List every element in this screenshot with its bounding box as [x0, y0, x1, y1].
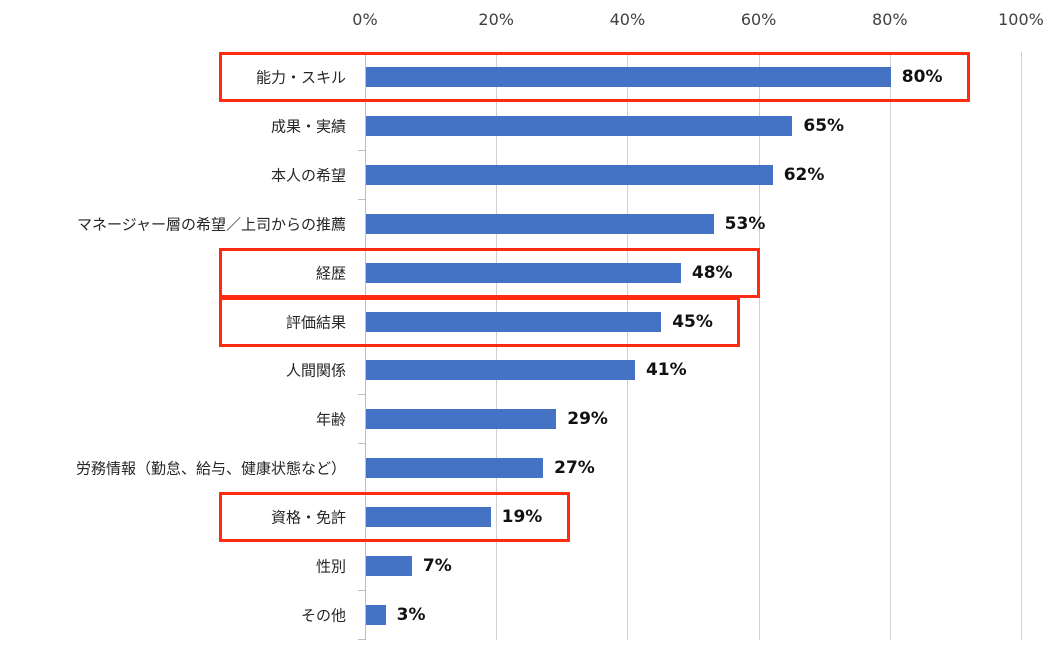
- bar: [366, 115, 793, 136]
- value-label: 41%: [645, 360, 687, 381]
- value-label: 27%: [554, 458, 595, 479]
- x-axis-tick-label: 100%: [998, 10, 1044, 29]
- y-axis-tick: [358, 443, 365, 445]
- value-label: 48%: [691, 262, 733, 283]
- category-label: 評価結果: [285, 313, 346, 331]
- value-label: 29%: [567, 409, 608, 430]
- y-axis-tick: [358, 638, 365, 640]
- value-label: 65%: [803, 115, 845, 136]
- y-axis-tick: [358, 198, 365, 200]
- y-axis-tick: [358, 394, 365, 396]
- bar: [366, 311, 662, 332]
- bar: [366, 262, 681, 283]
- category-label: 本人の希望: [270, 166, 346, 185]
- bar: [366, 360, 635, 381]
- value-label: 80%: [901, 67, 943, 87]
- value-label: 7%: [422, 556, 452, 576]
- gridline: [758, 52, 760, 640]
- value-label: 19%: [501, 507, 543, 528]
- y-axis-tick: [358, 589, 365, 591]
- bar: [366, 409, 557, 430]
- x-axis-tick-label: 20%: [478, 10, 514, 29]
- gridline: [889, 52, 891, 640]
- highlight-box: [219, 52, 970, 102]
- gridline: [1021, 52, 1022, 640]
- highlight-box: [219, 247, 760, 298]
- bar: [366, 67, 891, 87]
- x-axis-tick-label: 60%: [740, 10, 777, 29]
- bar: [366, 213, 714, 234]
- bar: [366, 507, 491, 528]
- category-label: マネージャー層の希望／上司からの推薦: [77, 215, 346, 234]
- category-label: 人間関係: [285, 361, 346, 380]
- bar: [366, 556, 412, 576]
- category-label: 能力・スキル: [255, 68, 346, 87]
- category-label: 成果・実績: [270, 117, 346, 136]
- category-label: 性別: [315, 557, 346, 576]
- bar: [366, 604, 386, 625]
- highlight-box: [219, 492, 570, 543]
- x-axis-tick-label: 40%: [609, 10, 646, 29]
- value-label: 3%: [396, 604, 426, 625]
- value-label: 62%: [783, 164, 825, 185]
- y-axis-tick: [358, 149, 365, 151]
- category-label: 年齢: [315, 410, 346, 429]
- category-label: 経歴: [315, 264, 346, 283]
- category-label: 労務情報（勤怠、給与、健康状態など）: [75, 459, 346, 478]
- x-axis-tick-label: 80%: [872, 10, 908, 29]
- highlight-box: [219, 296, 741, 347]
- value-label: 53%: [724, 213, 766, 234]
- bar: [366, 458, 544, 479]
- bar: [366, 164, 773, 185]
- value-label: 45%: [672, 311, 713, 332]
- category-label: 資格・免許: [270, 508, 346, 527]
- category-label: その他: [300, 606, 346, 625]
- x-axis-tick-label: 0%: [352, 10, 378, 29]
